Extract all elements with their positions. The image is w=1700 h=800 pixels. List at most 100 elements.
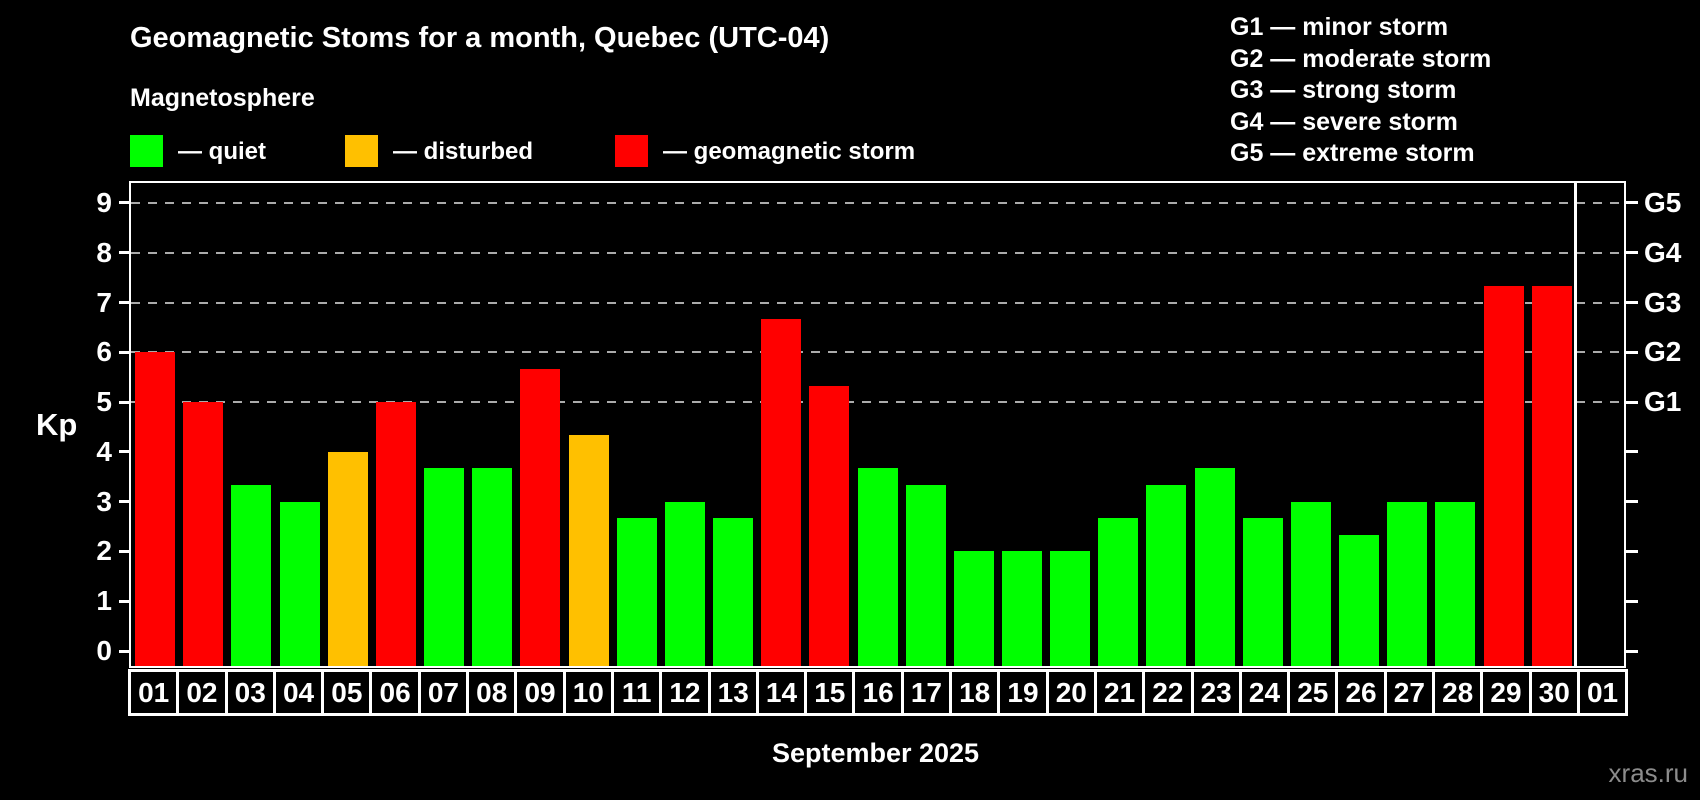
x-label-cell-13: 13 — [711, 672, 759, 713]
x-label-cell-01: 01 — [131, 672, 180, 713]
bar-day-15 — [809, 385, 850, 666]
g-level-label-G3: G3 — [1644, 286, 1682, 318]
x-label-cell-10: 10 — [566, 672, 614, 713]
y-tick-left-7 — [119, 301, 131, 304]
x-label-cell-11: 11 — [614, 672, 663, 713]
bar-day-02 — [183, 402, 224, 666]
x-label-cell-25: 25 — [1290, 672, 1339, 713]
bar-day-09 — [520, 368, 561, 666]
y-tick-label-0: 0 — [96, 635, 112, 667]
legend-swatch-quiet — [130, 135, 163, 167]
gridline-kp-6 — [131, 351, 1624, 354]
x-label-cell-15: 15 — [807, 672, 856, 713]
bar-day-16 — [857, 468, 898, 666]
x-label-cell-05: 05 — [324, 672, 373, 713]
bar-day-24 — [1242, 518, 1283, 666]
y-tick-left-6 — [119, 350, 131, 354]
bar-day-21 — [1098, 518, 1139, 666]
x-label-cell-27: 27 — [1387, 672, 1436, 713]
legend-label-storm: — geomagnetic storm — [663, 138, 916, 165]
y-tick-label-7: 7 — [96, 286, 112, 318]
x-label-cell-12: 12 — [662, 672, 711, 713]
x-label-cell-14: 14 — [759, 672, 808, 713]
y-tick-right-3 — [1626, 500, 1638, 504]
bar-day-19 — [1001, 551, 1042, 666]
bar-day-01 — [135, 352, 176, 666]
g-legend-line-1: G1 — minor storm — [1230, 13, 1449, 41]
x-label-cell-06: 06 — [372, 672, 421, 713]
bar-day-23 — [1194, 468, 1235, 666]
bar-day-18 — [953, 551, 994, 666]
y-tick-label-3: 3 — [96, 485, 112, 517]
y-tick-right-9 — [1626, 201, 1638, 205]
y-tick-right-5 — [1626, 400, 1638, 404]
y-tick-right-0 — [1626, 649, 1638, 653]
x-label-cell-03: 03 — [228, 672, 276, 713]
x-label-cell-02: 02 — [179, 672, 228, 713]
g-scale-legend: G1 — minor storm G2 — moderate storm G3 — … — [1230, 12, 1491, 170]
gridline-kp-8 — [131, 251, 1624, 254]
x-label-cell-21: 21 — [1097, 672, 1146, 713]
x-label-cell-23: 23 — [1194, 672, 1242, 713]
x-axis-label-row: 01 02 03 04 05 06 07 08 09 10 11 12 13 14 15 16 17 18 19 20… — [128, 669, 1628, 716]
y-tick-left-4 — [119, 450, 131, 454]
legend-label-quiet: — quiet — [178, 138, 266, 165]
y-tick-label-8: 8 — [96, 236, 112, 268]
x-label-cell-30: 30 — [1532, 672, 1580, 713]
g-legend-line-5: G5 — extreme storm — [1230, 139, 1475, 167]
chart-subtitle: Magnetosphere — [130, 84, 315, 112]
x-label-cell-26: 26 — [1338, 672, 1387, 713]
bar-day-07 — [424, 468, 465, 666]
x-label-cell-next-01: 01 — [1586, 676, 1619, 708]
y-tick-label-1: 1 — [96, 585, 112, 617]
bar-day-29 — [1483, 286, 1524, 666]
x-label-cell-08: 08 — [469, 672, 518, 713]
y-tick-right-6 — [1626, 350, 1638, 354]
bar-day-26 — [1339, 535, 1380, 666]
y-tick-right-4 — [1626, 450, 1638, 454]
bar-day-04 — [279, 501, 320, 666]
y-axis-title: Kp — [36, 407, 78, 442]
y-tick-right-2 — [1626, 549, 1638, 553]
bar-day-10 — [568, 435, 609, 666]
bar-day-17 — [905, 485, 946, 666]
legend-swatch-disturbed — [345, 135, 378, 167]
plot-area — [129, 181, 1626, 668]
bar-day-11 — [616, 518, 657, 666]
x-label-cell-09: 09 — [517, 672, 566, 713]
y-tick-left-0 — [119, 649, 131, 653]
bar-day-03 — [231, 485, 272, 666]
y-tick-right-1 — [1626, 599, 1638, 603]
y-tick-left-8 — [119, 251, 131, 255]
g-level-label-G1: G1 — [1644, 386, 1682, 418]
g-legend-line-4: G4 — severe storm — [1230, 107, 1458, 136]
bar-day-05 — [327, 451, 368, 666]
y-tick-right-8 — [1626, 251, 1638, 255]
x-label-cell-04: 04 — [276, 672, 325, 713]
y-tick-label-9: 9 — [96, 186, 112, 218]
y-tick-label-6: 6 — [96, 336, 112, 368]
g-level-label-G5: G5 — [1644, 186, 1682, 218]
gridline-kp-9 — [131, 201, 1624, 204]
month-separator-line — [1574, 183, 1578, 666]
watermark: xras.ru — [1608, 758, 1688, 788]
g-legend-line-3: G3 — strong storm — [1230, 76, 1457, 104]
y-tick-label-2: 2 — [96, 535, 112, 567]
gridline-kp-5 — [131, 401, 1624, 404]
y-tick-right-7 — [1626, 301, 1638, 304]
bar-day-20 — [1050, 551, 1091, 666]
x-label-cell-07: 07 — [421, 672, 470, 713]
bar-day-28 — [1435, 501, 1476, 666]
x-label-cell-22: 22 — [1145, 672, 1194, 713]
bar-day-08 — [472, 468, 513, 666]
g-legend-line-2: G2 — moderate storm — [1230, 44, 1492, 73]
x-label-cell-16: 16 — [855, 672, 904, 713]
legend-label-disturbed: — disturbed — [393, 138, 534, 165]
y-tick-left-3 — [119, 500, 131, 504]
g-level-label-G4: G4 — [1644, 236, 1682, 268]
x-label-cell-17: 17 — [904, 672, 953, 713]
y-tick-left-5 — [119, 400, 131, 404]
y-tick-left-1 — [119, 599, 131, 603]
x-label-cell-29: 29 — [1483, 672, 1532, 713]
